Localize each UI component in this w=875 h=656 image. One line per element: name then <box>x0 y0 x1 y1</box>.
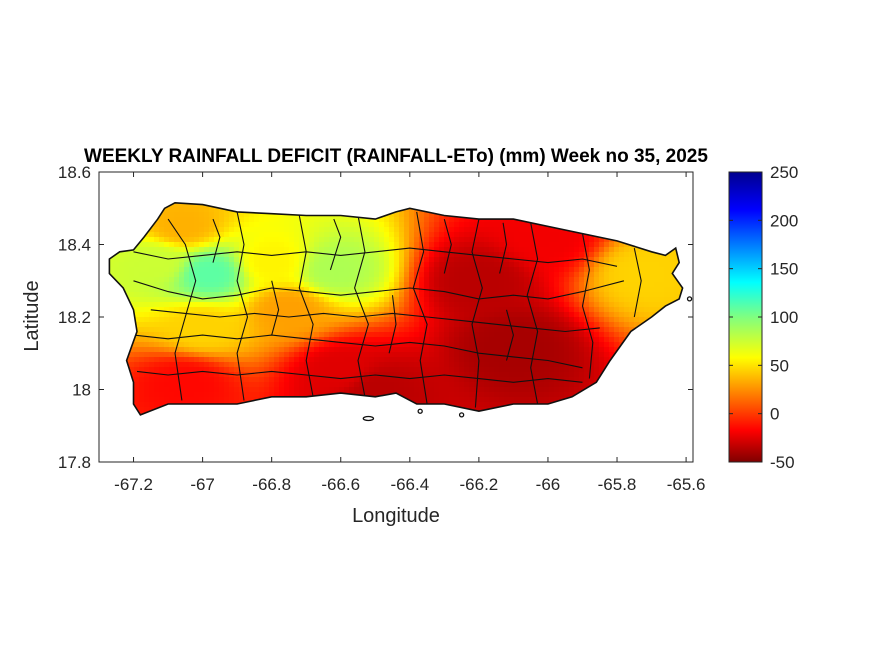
island-coastline <box>108 201 684 416</box>
x-tick-label: -67 <box>190 475 215 494</box>
colorbar-ticks: -50 0 50 100 150 200 250 <box>729 163 798 472</box>
islet <box>686 296 693 302</box>
colorbar <box>728 171 763 463</box>
y-tick-label: 18 <box>72 381 91 400</box>
x-tick-label: -66 <box>536 475 561 494</box>
x-tick-label: -66.8 <box>252 475 291 494</box>
colorbar-tick-label: -50 <box>770 453 795 472</box>
x-tick-label: -66.2 <box>460 475 499 494</box>
y-tick-label: 17.8 <box>58 453 91 472</box>
chart-title: WEEKLY RAINFALL DEFICIT (RAINFALL-ETo) (… <box>84 146 708 167</box>
x-tick-label: -65.8 <box>598 475 637 494</box>
islet <box>362 415 375 422</box>
colorbar-tick-label: 100 <box>770 308 798 327</box>
x-tick-label: -66.6 <box>321 475 360 494</box>
y-tick-label: 18.6 <box>58 163 91 182</box>
colorbar-tick-label: 200 <box>770 211 798 230</box>
municipality-boundaries <box>133 211 642 408</box>
y-axis: 17.8 18 18.2 18.4 18.6 <box>58 163 693 472</box>
y-tick-label: 18.2 <box>58 308 91 327</box>
y-axis-title: Latitude <box>21 280 43 351</box>
x-axis: -67.2 -67 -66.8 -66.6 -66.4 -66.2 -66 -65.8 -65.… <box>114 172 705 494</box>
colorbar-tick-label: 150 <box>770 260 798 279</box>
x-tick-label: -66.4 <box>390 475 429 494</box>
islet <box>417 408 423 414</box>
colorbar-tick-label: 0 <box>770 405 779 424</box>
y-tick-label: 18.4 <box>58 236 91 255</box>
x-tick-label: -67.2 <box>114 475 153 494</box>
x-tick-label: -65.6 <box>667 475 706 494</box>
colorbar-tick-label: 50 <box>770 356 789 375</box>
islet <box>458 412 465 418</box>
colorbar-tick-label: 250 <box>770 163 798 182</box>
island-outline <box>108 201 693 422</box>
x-axis-title: Longitude <box>352 505 440 527</box>
